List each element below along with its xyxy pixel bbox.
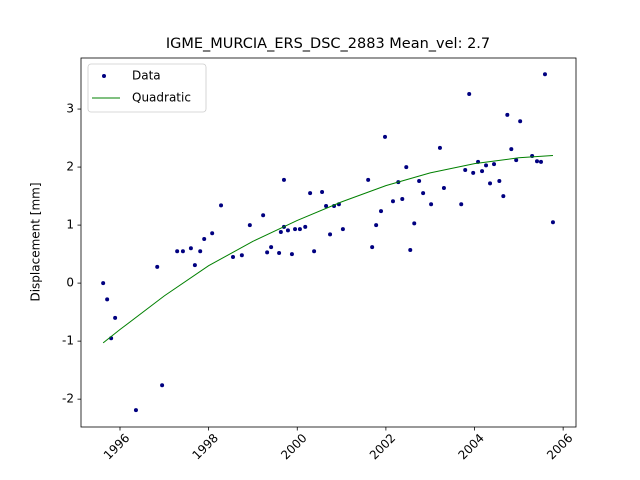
data-point [278,230,283,235]
x-tick-label: 2000 [278,431,309,462]
data-point [202,237,207,242]
data-point [441,185,446,190]
y-tick-label: 1 [66,218,74,232]
data-point [285,228,290,233]
data-point [175,249,180,254]
x-tick-label: 1996 [101,431,132,462]
data-point [113,315,118,320]
data-point [514,158,519,163]
data-point [492,162,497,167]
data-point [101,281,106,286]
data-point [538,159,543,164]
plot-frame [80,57,577,428]
data-point [320,190,325,195]
data-point [370,245,375,250]
data-point [518,119,523,124]
data-point [471,170,476,175]
data-point [505,112,510,117]
data-point [340,227,345,232]
data-point [308,191,313,196]
data-point [383,134,388,139]
x-axis-label: Measurement Date [271,479,386,480]
data-point [480,169,485,174]
data-point [542,72,547,77]
data-point [312,249,317,254]
data-point [467,91,472,96]
data-point [155,264,160,269]
data-point [297,227,302,232]
y-tick-label: -2 [62,392,74,406]
data-point [328,232,333,237]
data-point [261,213,266,218]
y-tick-label: 2 [66,160,74,174]
legend-box [87,63,207,113]
data-point [210,231,215,236]
data-point [269,245,274,250]
data-point [281,177,286,182]
legend-label: Data [132,69,161,83]
data-point [188,246,193,251]
y-tick-label: -1 [62,334,74,348]
data-point [550,220,555,225]
data-point [303,224,308,229]
data-point [247,223,252,228]
data-point [366,177,371,182]
data-point [484,163,489,168]
data-point [160,383,165,388]
data-point [198,249,203,254]
data-point [293,227,298,232]
data-point [374,223,379,228]
data-point [289,252,294,257]
data-point [324,203,329,208]
x-tick-label: 2006 [544,431,575,462]
fit-line [102,154,553,344]
y-axis-label: Displacement [mm] [29,182,43,301]
data-point [501,194,506,199]
legend-marker [102,74,106,78]
data-point [265,250,270,255]
data-point [219,203,224,208]
data-point [535,159,540,164]
data-point [277,250,282,255]
data-point [404,165,409,170]
data-point [105,297,110,302]
x-tick-label: 2002 [367,431,398,462]
data-point [509,147,514,152]
x-tick-label: 2004 [455,431,486,462]
data-point [459,202,464,207]
data-point [412,221,417,226]
legend-label: Quadratic [132,91,191,105]
x-tick-label: 1998 [190,431,221,462]
data-point [429,202,434,207]
data-point [497,179,502,183]
data-point [231,255,236,260]
data-point [421,191,426,196]
data-point [180,249,185,254]
data-point [463,167,468,172]
data-point [379,209,384,214]
data-point [417,179,422,183]
data-point [390,199,395,204]
data-point [239,253,244,258]
data-point [192,263,197,268]
y-tick-label: 0 [66,276,74,290]
data-point [133,408,138,413]
data-point [437,145,442,150]
data-point [408,248,413,253]
data-point [400,196,405,201]
y-tick-label: 3 [66,102,74,116]
data-point [488,181,493,186]
chart-title: IGME_MURCIA_ERS_DSC_2883 Mean_vel: 2.7 [166,36,490,52]
